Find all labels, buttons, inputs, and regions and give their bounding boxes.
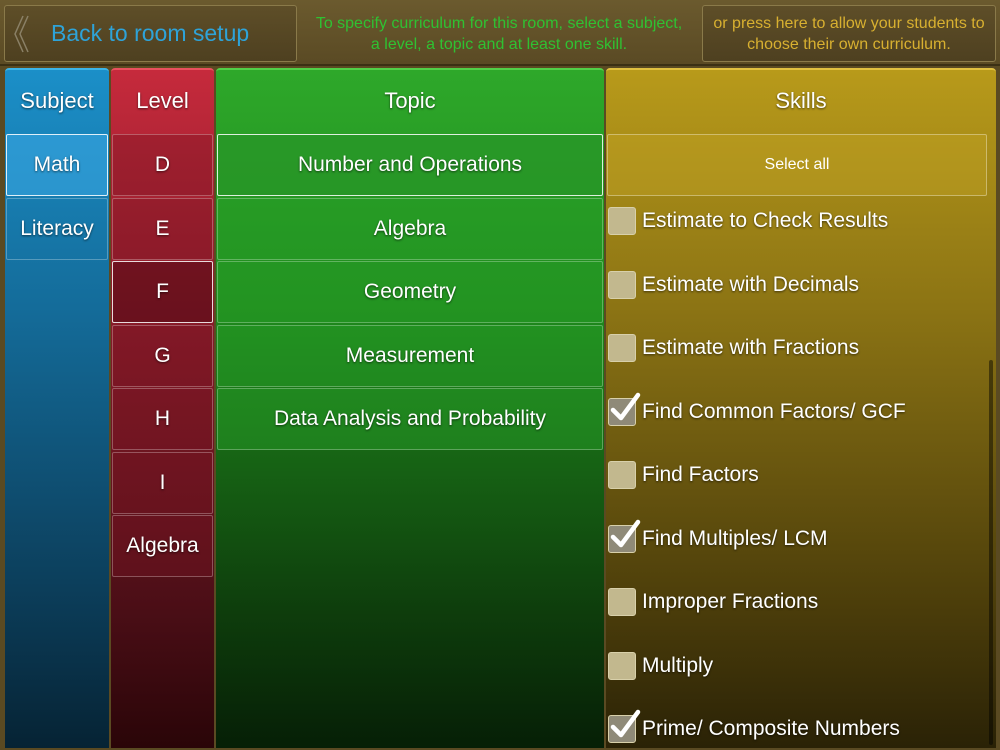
checkmark-icon [610,519,641,548]
skill-item[interactable]: Find Factors [606,455,991,495]
skill-item[interactable]: Multiply [606,646,991,686]
subject-column: Subject Math Literacy [5,68,109,748]
topic-item-data-analysis-and-probability[interactable]: Data Analysis and Probability [217,388,603,450]
skill-item[interactable]: Find Common Factors/ GCF [606,392,991,432]
level-item-d[interactable]: D [112,134,213,196]
skill-item[interactable]: Find Multiples/ LCM [606,519,991,559]
checkmark-icon [610,392,641,421]
skill-item[interactable]: Prime/ Composite Numbers [606,709,991,748]
checkbox[interactable] [608,461,636,489]
skill-label: Estimate with Decimals [642,273,860,296]
skill-item[interactable]: Improper Fractions [606,582,991,622]
chevron-left-icon [5,6,35,61]
level-item-g[interactable]: G [112,325,213,387]
subject-header: Subject [20,88,94,113]
topic-item-algebra[interactable]: Algebra [217,198,603,260]
checkbox[interactable] [608,207,636,235]
skill-label: Estimate with Fractions [642,336,860,359]
top-bar: Back to room setup To specify curriculum… [0,0,1000,66]
skills-column: Skills Select all Estimate to Check Resu… [606,68,996,748]
level-item-algebra[interactable]: Algebra [112,515,213,577]
curriculum-instructions: To specify curriculum for this room, sel… [315,14,683,53]
skill-label: Estimate to Check Results [642,209,889,232]
skill-label: Find Common Factors/ GCF [642,400,906,423]
level-item-i[interactable]: I [112,452,213,514]
level-header: Level [136,88,189,113]
back-button-label: Back to room setup [51,20,250,46]
student-choose-curriculum-button[interactable]: or press here to allow your students to … [702,5,996,62]
skill-item[interactable]: Estimate with Decimals [606,265,991,305]
checkmark-icon [610,709,641,738]
select-all-button[interactable]: Select all [607,134,987,196]
skill-item[interactable]: Estimate with Fractions [606,328,991,368]
subject-item-literacy[interactable]: Literacy [6,198,108,260]
checkbox[interactable] [608,334,636,362]
checkbox[interactable] [608,588,636,616]
checkbox-checked[interactable] [608,392,641,426]
topic-column: Topic Number and Operations Algebra Geom… [216,68,604,748]
level-column: Level D E F G H I Algebra [111,68,214,748]
level-item-f[interactable]: F [112,261,213,323]
checkbox[interactable] [608,652,636,680]
level-item-e[interactable]: E [112,198,213,260]
skill-label: Improper Fractions [642,590,819,613]
skill-label: Find Factors [642,463,759,486]
checkbox-checked[interactable] [608,519,641,553]
subject-item-math[interactable]: Math [6,134,108,196]
skill-label: Find Multiples/ LCM [642,527,828,550]
skills-scrollbar[interactable] [989,360,993,745]
back-to-room-setup-button[interactable]: Back to room setup [4,5,297,62]
topic-item-number-and-operations[interactable]: Number and Operations [217,134,603,196]
skill-item[interactable]: Estimate to Check Results [606,201,991,241]
skill-label: Prime/ Composite Numbers [642,717,900,740]
skills-header: Skills [775,88,827,113]
topic-item-geometry[interactable]: Geometry [217,261,603,323]
topic-header: Topic [384,88,436,113]
checkbox[interactable] [608,271,636,299]
skill-label: Multiply [642,654,714,677]
level-item-h[interactable]: H [112,388,213,450]
topic-item-measurement[interactable]: Measurement [217,325,603,387]
checkbox-checked[interactable] [608,709,641,743]
